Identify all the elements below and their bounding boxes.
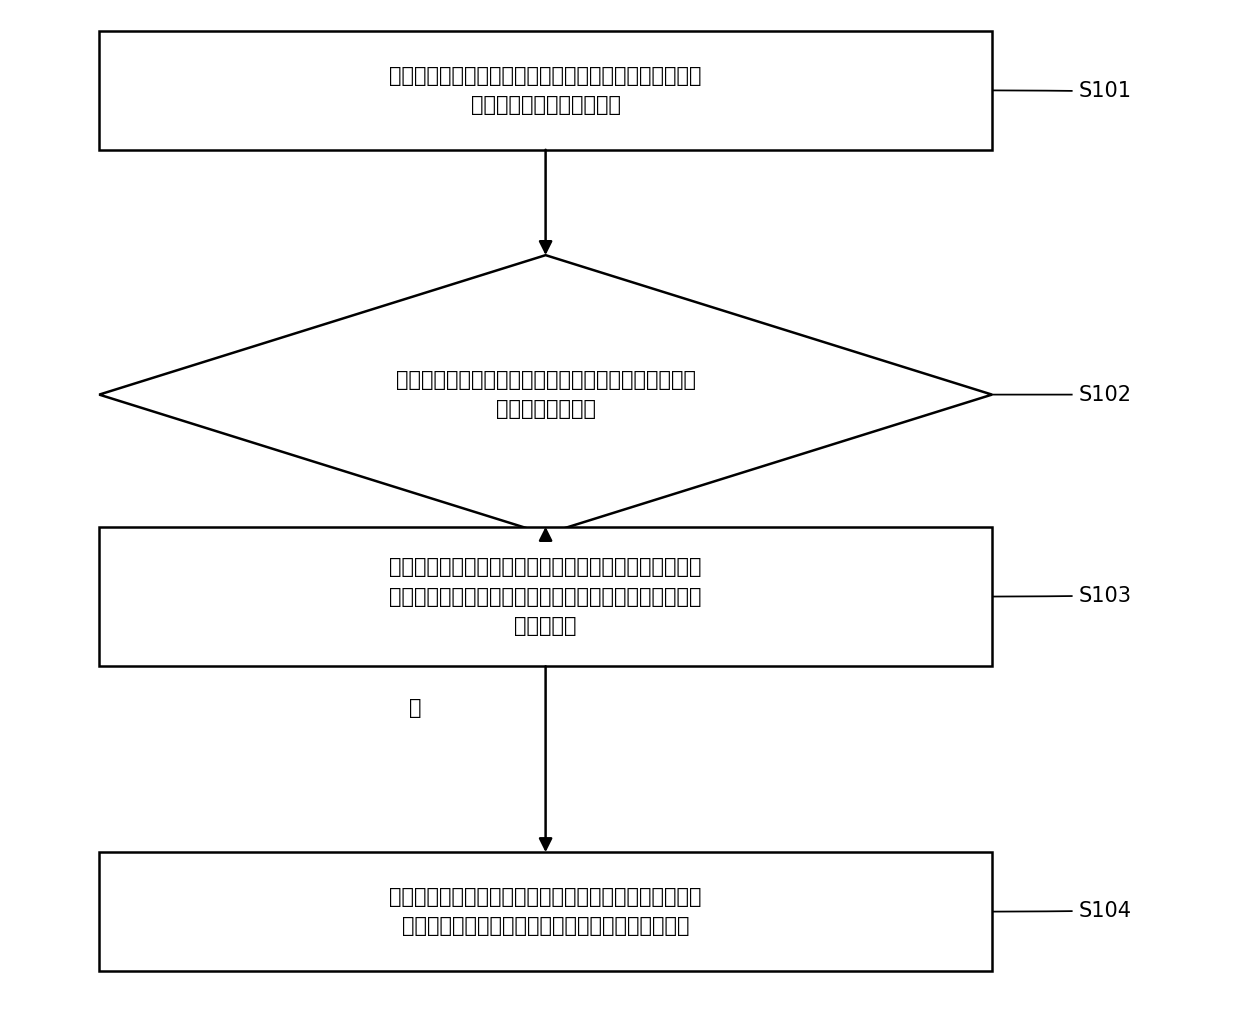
Text: S101: S101 xyxy=(1079,81,1132,101)
Bar xyxy=(99,31,992,150)
Text: 计算需求扭矩值和调整后的发动机扭矩值之间的扭矩差值
，并按照扭矩差值控制第一电机调整第一电机扭矩值: 计算需求扭矩值和调整后的发动机扭矩值之间的扭矩差值 ，并按照扭矩差值控制第一电机… xyxy=(389,886,702,937)
Text: S104: S104 xyxy=(1079,901,1132,921)
Bar xyxy=(99,527,992,666)
Text: S103: S103 xyxy=(1079,586,1132,606)
Text: 计算第一离合器主动端的需求扭矩值，并按照需求扭矩值
和第一离合器主从动端的当前转速差值控制发动机调整发
动机扭矩值: 计算第一离合器主动端的需求扭矩值，并按照需求扭矩值 和第一离合器主从动端的当前转… xyxy=(389,557,702,636)
Text: 判断预设时段内计算得到的全部转速差值的绝对值是否
均小于转速差阀值: 判断预设时段内计算得到的全部转速差值的绝对值是否 均小于转速差阀值 xyxy=(396,370,696,419)
Text: 当检测到油门踏板深度值大于深度阀值时，实时计算第一
离合器主从动端的转速差值: 当检测到油门踏板深度值大于深度阀值时，实时计算第一 离合器主从动端的转速差值 xyxy=(389,65,702,116)
Text: S102: S102 xyxy=(1079,384,1132,405)
Text: 否: 否 xyxy=(409,697,422,718)
Polygon shape xyxy=(99,255,992,534)
Bar xyxy=(99,852,992,971)
